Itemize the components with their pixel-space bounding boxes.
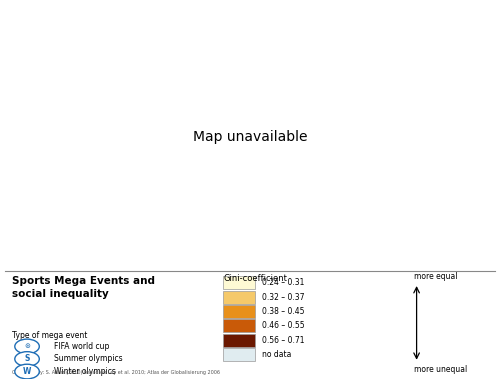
Text: 0.38 – 0.45: 0.38 – 0.45 xyxy=(262,307,305,316)
FancyBboxPatch shape xyxy=(223,348,255,361)
Text: Type of mega event: Type of mega event xyxy=(12,331,88,340)
Text: Map unavailable: Map unavailable xyxy=(193,130,307,144)
FancyBboxPatch shape xyxy=(223,305,255,318)
Text: FIFA world cup: FIFA world cup xyxy=(54,342,110,351)
Text: no data: no data xyxy=(262,350,292,359)
FancyBboxPatch shape xyxy=(223,276,255,290)
Ellipse shape xyxy=(15,364,40,379)
Text: more equal: more equal xyxy=(414,272,458,281)
Ellipse shape xyxy=(15,352,40,366)
Text: more unequal: more unequal xyxy=(414,365,468,374)
Text: Summer olympics: Summer olympics xyxy=(54,354,122,363)
Text: 0.32 – 0.37: 0.32 – 0.37 xyxy=(262,293,305,302)
FancyBboxPatch shape xyxy=(223,334,255,347)
Text: S: S xyxy=(24,354,29,363)
Text: Winter olympics: Winter olympics xyxy=(54,367,116,376)
Text: 0.24 – 0.31: 0.24 – 0.31 xyxy=(262,279,304,287)
Text: 0.46 – 0.55: 0.46 – 0.55 xyxy=(262,321,305,330)
Text: Sports Mega Events and
social inequality: Sports Mega Events and social inequality xyxy=(12,276,156,299)
FancyBboxPatch shape xyxy=(223,291,255,304)
Text: Cartography: S. Adler (2010) based on Ley et al. 2010; Atlas der Globalisierung : Cartography: S. Adler (2010) based on Le… xyxy=(12,370,220,375)
Text: ⊛: ⊛ xyxy=(24,343,30,349)
Text: Gini-coefficient: Gini-coefficient xyxy=(223,274,287,283)
Text: 0.56 – 0.71: 0.56 – 0.71 xyxy=(262,336,305,345)
Text: W: W xyxy=(23,367,31,376)
Ellipse shape xyxy=(15,339,40,354)
FancyBboxPatch shape xyxy=(223,319,255,332)
